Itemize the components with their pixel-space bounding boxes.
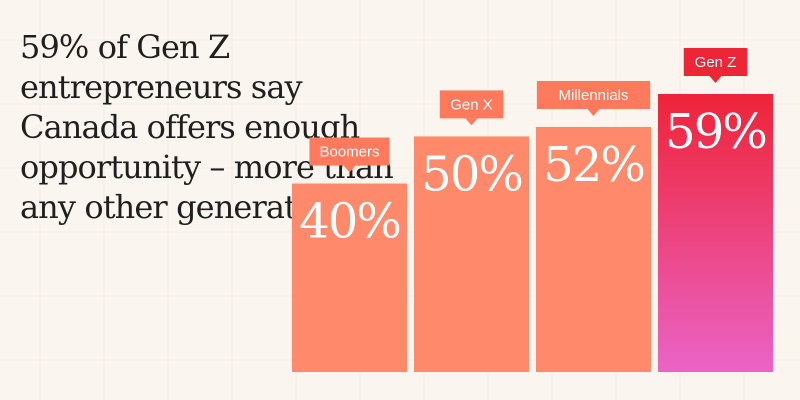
bar-value-millennials: 52% xyxy=(543,137,644,193)
category-tag-pointer xyxy=(343,165,356,173)
bar-value-boomers: 40% xyxy=(299,194,400,250)
category-tag-gen-x xyxy=(439,90,504,119)
bar-millennials xyxy=(536,126,651,372)
bar-value-gen-x: 50% xyxy=(421,146,522,202)
category-label-boomers: Boomers xyxy=(319,144,379,161)
bar-gen-z xyxy=(658,94,773,372)
bar-gen-x xyxy=(414,136,529,372)
category-tag-pointer xyxy=(587,108,600,116)
chart-title: 59% of Gen Z entrepreneurs say Canada of… xyxy=(20,28,394,226)
category-tag-pointer xyxy=(465,118,478,126)
category-tag-pointer xyxy=(709,76,722,83)
category-label-millennials: Millennials xyxy=(558,87,628,104)
category-label-gen-x: Gen X xyxy=(450,96,493,113)
bar-boomers xyxy=(292,183,407,372)
category-tag-gen-z xyxy=(683,48,748,76)
category-label-gen-z: Gen Z xyxy=(695,54,737,71)
bar-value-gen-z: 59% xyxy=(665,104,766,160)
category-tag-millennials xyxy=(536,80,651,109)
category-tag-boomers xyxy=(309,137,390,166)
